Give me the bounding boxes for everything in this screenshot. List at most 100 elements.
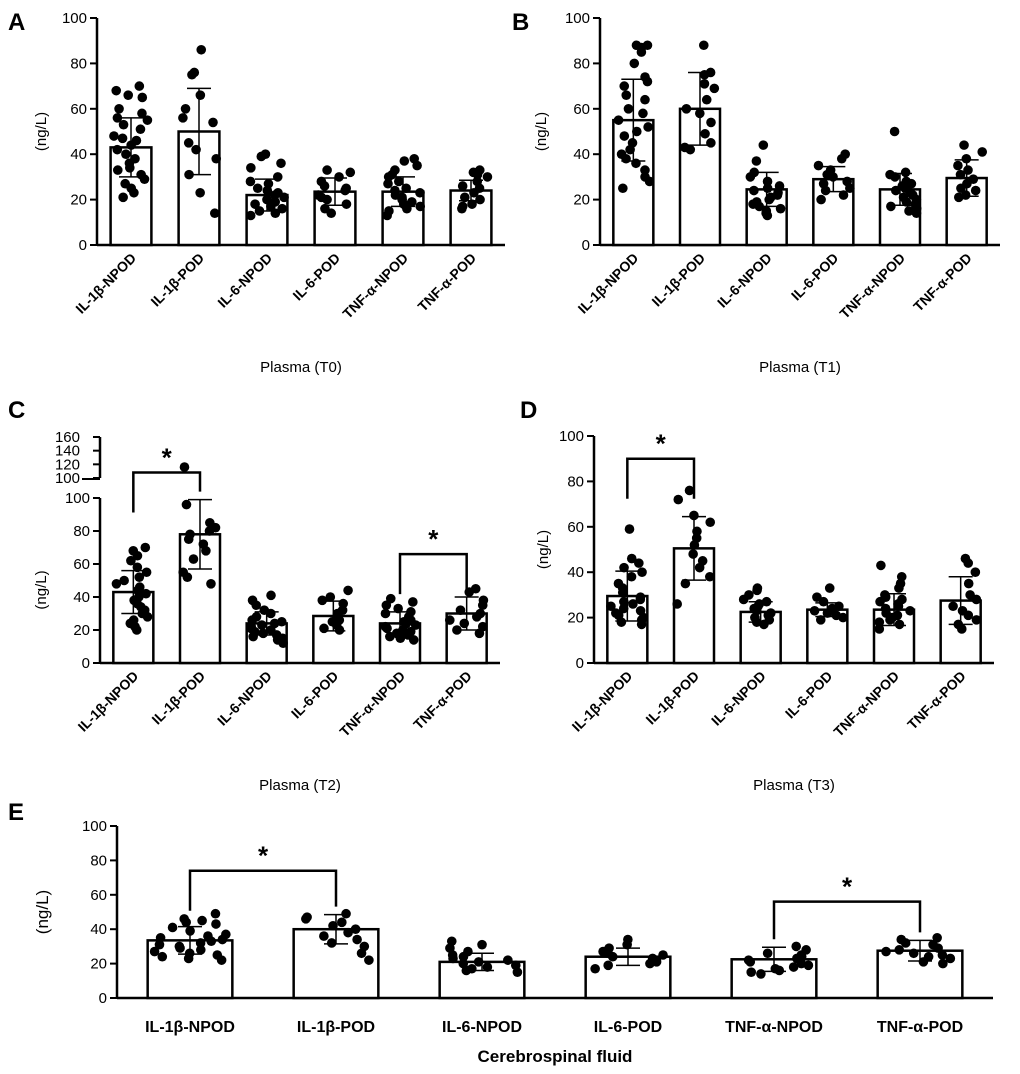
- panel-c-data-point: [131, 625, 142, 635]
- panel-c-letter: C: [8, 397, 25, 424]
- panel-e-data-point: [337, 917, 347, 928]
- panel-d-data-point: [956, 624, 967, 634]
- panel-b-data-point: [632, 126, 642, 137]
- panel-a-data-point: [276, 158, 286, 169]
- panel-c-bar: [312, 614, 355, 665]
- panel-e-y-tick-label: 60: [90, 887, 107, 904]
- panel-d-y-tick-label: 20: [567, 610, 584, 627]
- panel-b-data-point: [911, 208, 922, 219]
- panel-d-data-point: [838, 612, 848, 623]
- panel-a-data-point: [139, 174, 150, 184]
- panel-a-data-point: [137, 108, 147, 119]
- panel-d-data-point: [876, 560, 886, 571]
- panel-d-data-point: [680, 578, 691, 589]
- panel-a-data-point: [109, 131, 119, 141]
- panel-b-data-point: [891, 185, 901, 196]
- panel-d-data-point: [672, 599, 682, 609]
- panel-e-data-point: [788, 962, 799, 972]
- panel-e-data-point: [881, 946, 891, 957]
- panel-c-data-point: [257, 620, 267, 630]
- panel-b-data-point: [953, 160, 963, 171]
- panel-e-data-point: [211, 919, 221, 929]
- panel-a-data-point: [460, 192, 470, 203]
- panel-b-data-point: [762, 183, 773, 194]
- panel-c-data-point: [141, 588, 151, 599]
- panel-a-data-point: [180, 104, 191, 114]
- panel-b-data-point: [970, 185, 981, 196]
- panel-c-data-point: [319, 623, 329, 634]
- panel-c-data-point: [142, 612, 153, 622]
- panel-c-category-label: IL-1β-NPOD: [75, 668, 142, 735]
- panel-d-data-point: [818, 596, 829, 607]
- panel-d-data-point: [971, 615, 982, 625]
- panel-b-data-point: [762, 210, 773, 221]
- panel-c-data-point: [201, 546, 211, 556]
- panel-b-data-point: [701, 94, 712, 105]
- panel-b-data-point: [700, 128, 710, 139]
- panel-e-data-point: [352, 934, 362, 945]
- panel-a-letter: A: [8, 9, 25, 36]
- panel-a-data-point: [270, 208, 281, 219]
- panel-c-data-point: [134, 572, 145, 582]
- panel-d-y-tick-label: 100: [559, 428, 584, 445]
- panel-e-data-point: [908, 948, 919, 959]
- panel-e-y-tick-label: 0: [99, 990, 107, 1007]
- panel-d-category-label: TNF-α-NPOD: [830, 668, 902, 740]
- panel-d-data-point: [971, 594, 982, 605]
- panel-a-category-label: TNF-α-NPOD: [339, 250, 411, 322]
- panel-a-data-point: [245, 210, 256, 221]
- panel-d-data-point: [637, 567, 647, 577]
- panel-d-data-point: [885, 615, 895, 625]
- panel-e-data-point: [195, 945, 206, 955]
- panel-b-data-point: [820, 185, 831, 196]
- panel-c-y-tick-label-upper: 120: [55, 456, 80, 473]
- panel-a-data-point: [135, 124, 146, 135]
- panel-a-data-point: [322, 165, 332, 175]
- panel-a-y-tick-label: 100: [62, 10, 87, 27]
- panel-d-data-point: [874, 624, 885, 634]
- panel-b-data-point: [638, 108, 648, 119]
- panel-b-data-point: [954, 192, 964, 203]
- panel-b-category-label: IL-6-NPOD: [714, 250, 775, 311]
- panel-e-data-point: [350, 924, 361, 934]
- panel-a-data-point: [457, 203, 467, 214]
- panel-b-data-point: [900, 167, 911, 178]
- panel-c-data-point: [111, 579, 122, 589]
- panel-c-category-label: IL-1β-POD: [148, 668, 208, 728]
- panel-e-data-point: [341, 908, 351, 919]
- panel-b-data-point: [629, 58, 640, 69]
- panel-a-y-tick-label: 0: [79, 237, 87, 254]
- panel-a-data-point: [277, 203, 287, 214]
- panel-a-data-point: [383, 178, 393, 189]
- panel-b-y-tick-label: 0: [582, 237, 590, 254]
- panel-b-category-label: IL-1β-POD: [648, 250, 708, 310]
- panel-a-category-label: IL-6-POD: [289, 250, 343, 304]
- panel-b-data-point: [623, 104, 634, 114]
- panel-d-data-point: [616, 617, 627, 627]
- panel-e-data-point: [791, 941, 802, 952]
- panel-e-data-point: [645, 958, 655, 969]
- panel-d-data-point: [824, 583, 835, 593]
- panel-a-data-point: [340, 185, 350, 196]
- panel-a-data-point: [117, 133, 128, 144]
- panel-c-y-axis-label: (ng/L): [33, 570, 50, 609]
- panel-d-y-tick-label: 0: [576, 655, 584, 672]
- panel-a-category-label: TNF-α-POD: [414, 250, 479, 315]
- panel-e-data-point: [183, 953, 194, 964]
- panel-e-data-point: [206, 936, 217, 947]
- panel-b-data-point: [706, 138, 716, 148]
- panel-e-data-point: [918, 957, 929, 967]
- panel-e: E 0 20 40 60 80 100 (ng/L) IL-1β-NPOD IL-1β-POD IL…: [8, 799, 993, 1066]
- panel-a-data-point: [196, 44, 207, 55]
- panel-d-y-tick-label: 40: [567, 564, 584, 581]
- panel-d-data-point: [809, 605, 820, 616]
- panel-d-data-point: [624, 524, 635, 534]
- panel-a-category-label: IL-1β-POD: [147, 250, 207, 310]
- panel-d-data-point: [673, 494, 684, 505]
- panel-a-data-point: [252, 183, 263, 194]
- panel-e-data-point: [937, 950, 948, 960]
- panel-b-data-point: [681, 104, 692, 114]
- panel-e-data-point: [477, 939, 487, 950]
- panel-d-data-point: [634, 558, 644, 568]
